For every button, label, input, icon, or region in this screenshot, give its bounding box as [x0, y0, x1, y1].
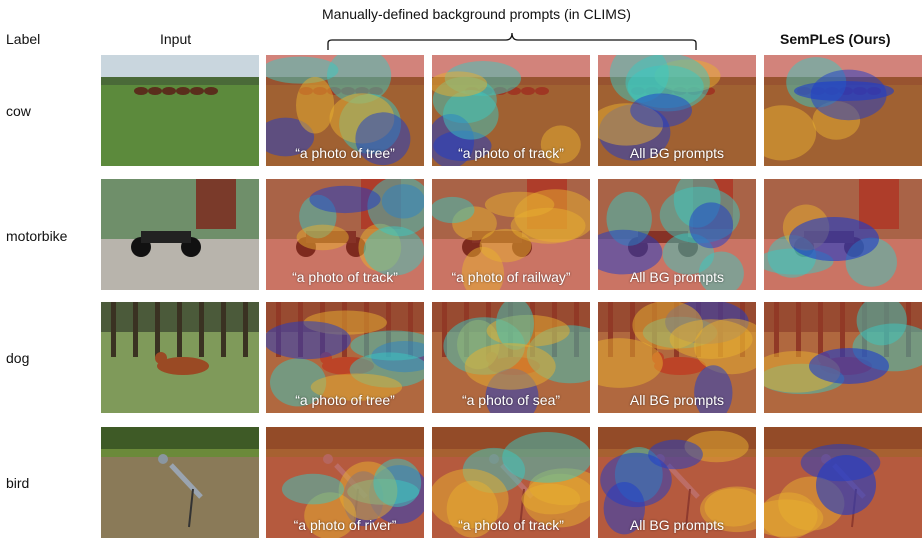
prompt-caption: “a photo of tree”	[295, 392, 395, 408]
row-label-cow: cow	[6, 103, 31, 119]
prompt-caption: “a photo of railway”	[451, 269, 571, 285]
prompt-caption: All BG prompts	[629, 145, 725, 161]
prompt-caption: All BG prompts	[629, 269, 725, 285]
prompt-caption: “a photo of track”	[458, 145, 564, 161]
heatmap-cow-bg-prompt-2: “a photo of track”	[432, 55, 590, 166]
row-label-bird: bird	[6, 475, 30, 491]
heatmap-bird-bg-prompt-1: “a photo of river”	[266, 427, 424, 538]
heatmap-motorbike-bg-prompt-all: All BG prompts	[598, 179, 756, 290]
heatmap-cow-bg-prompt-all: All BG prompts	[598, 55, 756, 166]
row-label-dog: dog	[6, 350, 30, 366]
column-header-ours: SemPLeS (Ours)	[780, 31, 891, 47]
column-header-background-prompts: Manually-defined background prompts (in …	[322, 6, 631, 22]
prompt-caption: “a photo of track”	[458, 517, 564, 533]
heatmap-motorbike-bg-prompt-2: “a photo of railway”	[432, 179, 590, 290]
heatmap-cow-ours	[764, 55, 922, 166]
prompt-caption: “a photo of track”	[292, 269, 398, 285]
curly-brace	[327, 32, 697, 50]
prompt-caption: All BG prompts	[629, 517, 725, 533]
heatmap-dog-ours	[764, 302, 922, 413]
input-image-cow-input	[101, 55, 259, 166]
heatmap-dog-bg-prompt-2: “a photo of sea”	[432, 302, 590, 413]
prompt-caption: All BG prompts	[629, 392, 725, 408]
heatmap-motorbike-bg-prompt-1: “a photo of track”	[266, 179, 424, 290]
heatmap-dog-bg-prompt-1: “a photo of tree”	[266, 302, 424, 413]
heatmap-motorbike-ours	[764, 179, 922, 290]
heatmap-bird-bg-prompt-2: “a photo of track”	[432, 427, 590, 538]
input-image-motorbike-input	[101, 179, 259, 290]
column-header-label: Label	[6, 31, 41, 47]
input-image-dog-input	[101, 302, 259, 413]
heatmap-dog-bg-prompt-all: All BG prompts	[598, 302, 756, 413]
heatmap-cow-bg-prompt-1: “a photo of tree”	[266, 55, 424, 166]
prompt-caption: “a photo of river”	[293, 517, 397, 533]
heatmap-bird-ours	[764, 427, 922, 538]
prompt-caption: “a photo of tree”	[295, 145, 395, 161]
input-image-bird-input	[101, 427, 259, 538]
heatmap-bird-bg-prompt-all: All BG prompts	[598, 427, 756, 538]
column-header-input: Input	[160, 31, 192, 47]
prompt-caption: “a photo of sea”	[461, 392, 561, 408]
row-label-motorbike: motorbike	[6, 228, 68, 244]
